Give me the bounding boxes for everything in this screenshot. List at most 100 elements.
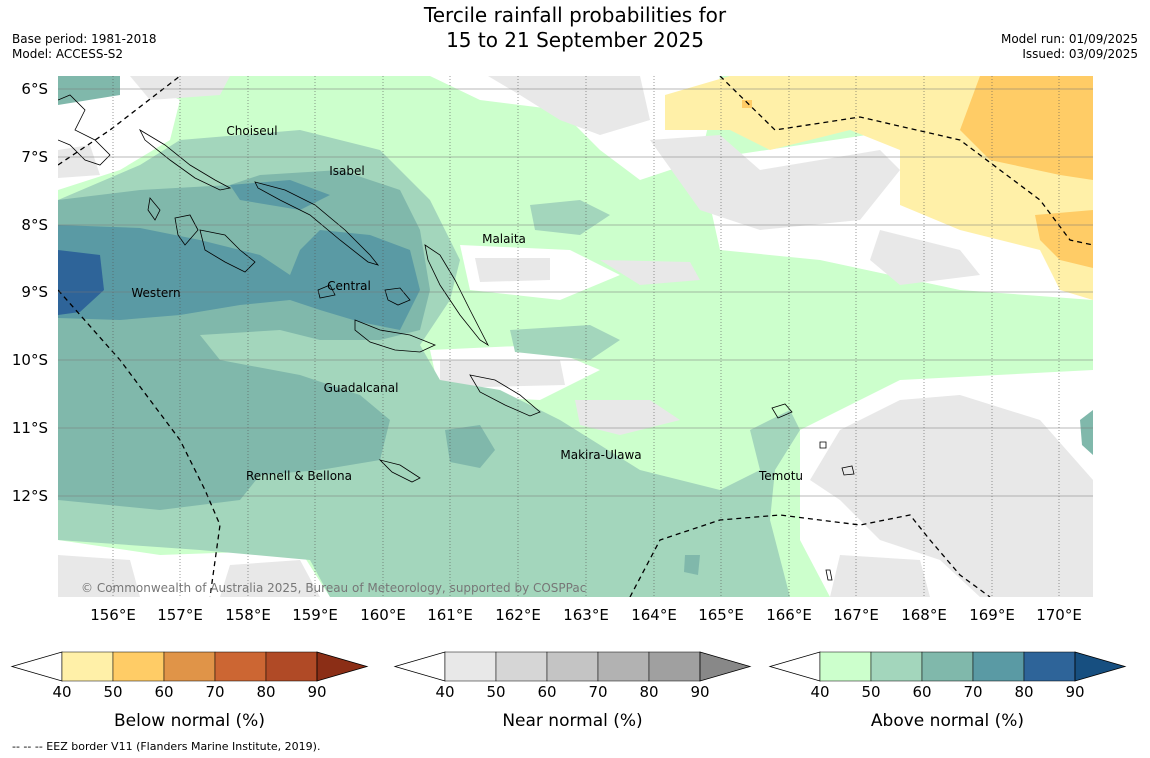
colorbar-tick: 90 xyxy=(1065,683,1084,701)
colorbar-segment xyxy=(597,651,650,682)
longitude-labels: 156°E 157°E 158°E 159°E 160°E 161°E 162°E 163°E… xyxy=(90,606,1082,624)
colorbar-high-extend xyxy=(1074,651,1127,682)
below-normal-50 xyxy=(960,76,1093,180)
colorbar-tick: 80 xyxy=(639,683,658,701)
near-normal-40 xyxy=(575,400,680,435)
meta-right: Model run: 01/09/2025 Issued: 03/09/2025 xyxy=(1001,32,1138,62)
province-label: Choiseul xyxy=(226,124,277,138)
above-normal-70 xyxy=(230,180,330,210)
lat-label: 12°S xyxy=(12,487,48,505)
near-normal-40 xyxy=(650,135,900,230)
above-normal-60 xyxy=(1080,410,1093,455)
lon-label: 161°E xyxy=(427,606,473,624)
model-name: Model: ACCESS-S2 xyxy=(12,47,124,61)
colorbar-tick: 60 xyxy=(912,683,931,701)
base-period: Base period: 1981-2018 xyxy=(12,32,157,46)
lat-label: 9°S xyxy=(21,283,48,301)
above-normal-70 xyxy=(58,225,420,330)
colorbar-segment xyxy=(1023,651,1076,682)
eez-borders xyxy=(58,76,1093,597)
near-normal-40 xyxy=(830,555,930,597)
colorbar-tick: 60 xyxy=(537,683,556,701)
lon-label: 170°E xyxy=(1036,606,1082,624)
lon-label: 165°E xyxy=(698,606,744,624)
above-normal-50 xyxy=(510,325,620,360)
colorbar-low-extend xyxy=(393,651,446,682)
colorbar-segment xyxy=(112,651,165,682)
lon-label: 168°E xyxy=(901,606,947,624)
colorbar-2: 40 50 60 70 80 90 Near normal (%) xyxy=(393,651,752,731)
colorbar-tick: 40 xyxy=(52,683,71,701)
below-normal-50 xyxy=(1035,210,1093,268)
colorbar-segment xyxy=(921,651,974,682)
issued-date: Issued: 03/09/2025 xyxy=(1022,47,1138,61)
colorbar-high-extend xyxy=(699,651,752,682)
colorbar-tick: 70 xyxy=(588,683,607,701)
below-normal-50 xyxy=(742,100,752,108)
province-labels: Choiseul Isabel Malaita Western Central … xyxy=(131,124,803,483)
lon-label: 164°E xyxy=(631,606,677,624)
lon-label: 167°E xyxy=(833,606,879,624)
colorbar-segment xyxy=(819,651,872,682)
colorbar-segment xyxy=(972,651,1025,682)
near-normal-40 xyxy=(220,560,320,597)
lat-label: 8°S xyxy=(21,216,48,234)
lon-label: 166°E xyxy=(766,606,812,624)
province-label: Malaita xyxy=(482,232,526,246)
colorbar-label: Above normal (%) xyxy=(871,711,1024,731)
colorbar-low-extend xyxy=(10,651,63,682)
near-normal-40 xyxy=(58,555,140,597)
lon-label: 156°E xyxy=(90,606,136,624)
lon-label: 157°E xyxy=(157,606,203,624)
colorbar-tick: 60 xyxy=(154,683,173,701)
title-line-1: Tercile rainfall probabilities for xyxy=(423,3,727,27)
colorbar-tick: 90 xyxy=(690,683,709,701)
colorbar-high-extend xyxy=(316,651,369,682)
lat-label: 7°S xyxy=(21,148,48,166)
near-normal-40 xyxy=(488,76,650,135)
colorbar-segment xyxy=(546,651,599,682)
lon-label: 169°E xyxy=(969,606,1015,624)
colorbar-tick: 40 xyxy=(435,683,454,701)
colorbar-tick: 70 xyxy=(963,683,982,701)
colorbar-tick: 40 xyxy=(810,683,829,701)
above-normal-50 xyxy=(530,200,610,235)
lat-label: 6°S xyxy=(21,80,48,98)
colorbar-label: Below normal (%) xyxy=(114,711,265,731)
colorbar-tick: 80 xyxy=(1014,683,1033,701)
lat-label: 10°S xyxy=(12,351,48,369)
colorbar-segment xyxy=(214,651,267,682)
no-signal-area xyxy=(430,76,720,180)
colorbar-3: 40 50 60 70 80 90 Above normal (%) xyxy=(768,651,1127,731)
colorbar-tick: 50 xyxy=(861,683,880,701)
lon-label: 163°E xyxy=(563,606,609,624)
province-label: Makira-Ulawa xyxy=(560,448,641,462)
colorbar-tick: 90 xyxy=(307,683,326,701)
colorbar-label: Near normal (%) xyxy=(502,711,642,731)
colorbar-segment xyxy=(648,651,701,682)
near-normal-40 xyxy=(440,360,565,388)
meta-left: Base period: 1981-2018 Model: ACCESS-S2 xyxy=(12,32,157,62)
title-line-2: 15 to 21 September 2025 xyxy=(446,28,704,52)
lat-label: 11°S xyxy=(12,419,48,437)
province-label: Temotu xyxy=(758,469,803,483)
map: 6°S 7°S 8°S 9°S 10°S 11°S 12°S 156°E 157°… xyxy=(10,76,1127,731)
colorbar-segment xyxy=(61,651,114,682)
above-normal-80 xyxy=(58,250,104,315)
probability-field xyxy=(58,76,1093,597)
colorbar-segment xyxy=(870,651,923,682)
colorbar-segment xyxy=(495,651,548,682)
province-label: Western xyxy=(131,286,180,300)
colorbar-tick: 80 xyxy=(256,683,275,701)
province-label: Isabel xyxy=(329,164,364,178)
gridlines xyxy=(58,76,1093,597)
lon-label: 160°E xyxy=(360,606,406,624)
latitude-labels: 6°S 7°S 8°S 9°S 10°S 11°S 12°S xyxy=(12,80,48,505)
colorbar-tick: 70 xyxy=(205,683,224,701)
colorbar-1: 40 50 60 70 80 90 Below normal (%) xyxy=(10,651,369,731)
province-label: Rennell & Bellona xyxy=(246,469,352,483)
near-normal-40 xyxy=(58,145,100,178)
coastlines xyxy=(58,94,855,581)
copyright-text: © Commonwealth of Australia 2025, Bureau… xyxy=(81,581,586,595)
above-normal-60 xyxy=(445,425,495,468)
